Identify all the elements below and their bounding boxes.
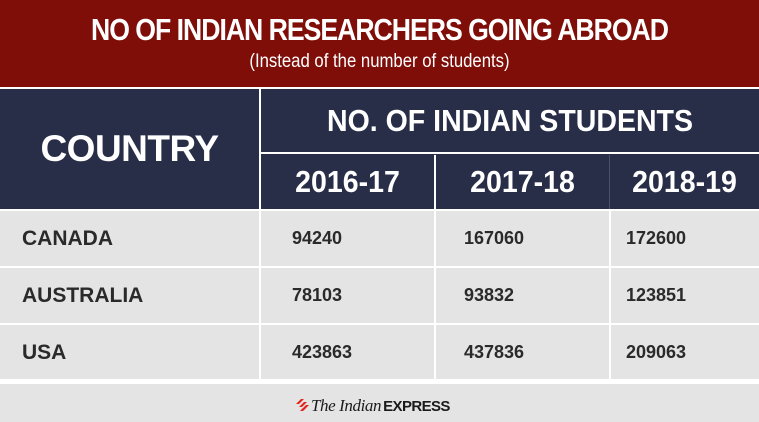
column-divider [259,268,261,323]
value-cell: 93832 [464,285,515,305]
column-divider [259,325,261,379]
title-banner: NO OF INDIAN RESEARCHERS GOING ABROAD (I… [0,0,759,87]
country-cell: CANADA [22,226,113,250]
logo-text-the-indian: The Indian [311,396,382,415]
column-divider [259,211,261,266]
column-header-year-3: 2018-19 [632,164,737,199]
column-group-header: NO. OF INDIAN STUDENTS [326,102,694,138]
value-cell: 78103 [292,285,343,305]
value-cell: 209063 [626,342,687,362]
country-cell: USA [22,340,67,364]
column-divider [434,325,436,379]
indian-express-logo: The Indian EXPRESS [296,396,450,415]
logo-text-express: EXPRESS [383,397,450,415]
column-header-country: COUNTRY [40,128,219,169]
value-cell: 172600 [626,228,687,248]
indian-express-stripes-icon [296,399,309,411]
column-divider [434,211,436,266]
table-row: CANADA 94240 167060 172600 [0,211,759,266]
table-header: COUNTRY NO. OF INDIAN STUDENTS 2016-17 2… [0,89,759,209]
column-header-year-1: 2016-17 [295,164,400,199]
footer: The Indian EXPRESS [0,384,759,422]
column-divider [434,268,436,323]
value-cell: 437836 [464,342,525,362]
table-row: USA 423863 437836 209063 [0,325,759,379]
column-divider [609,155,610,209]
value-cell: 167060 [464,228,525,248]
value-cell: 423863 [292,342,353,362]
page-title: NO OF INDIAN RESEARCHERS GOING ABROAD [90,12,669,47]
column-header-year-2: 2017-18 [470,164,575,199]
column-divider [259,89,261,209]
country-cell: AUSTRALIA [22,283,144,307]
column-divider [434,155,436,209]
value-cell: 94240 [292,228,343,248]
page-subtitle: (Instead of the number of students) [249,51,510,72]
value-cell: 123851 [626,285,687,305]
column-divider [609,211,611,266]
column-divider [609,268,611,323]
table-row: AUSTRALIA 78103 93832 123851 [0,268,759,323]
header-divider [261,152,759,154]
column-divider [609,325,611,379]
